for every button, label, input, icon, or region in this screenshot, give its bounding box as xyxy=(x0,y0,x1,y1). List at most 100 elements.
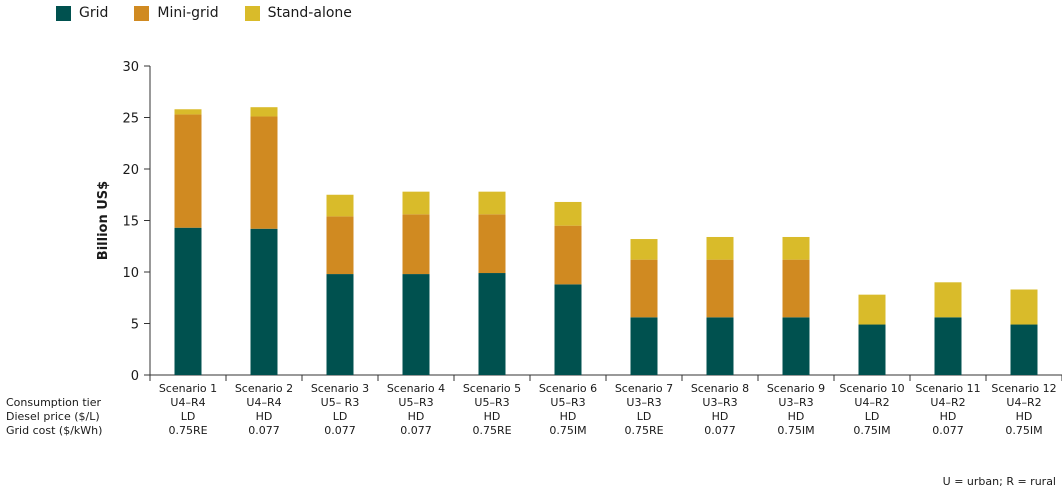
x-tick-label: Scenario 6 xyxy=(539,382,597,395)
diesel-price-label: LD xyxy=(181,410,196,423)
y-axis-title: Billion US$ xyxy=(96,181,111,260)
grid-cost-label: 0.75RE xyxy=(472,424,511,437)
x-tick-label: Scenario 8 xyxy=(691,382,749,395)
x-tick-label: Scenario 7 xyxy=(615,382,673,395)
y-tick-label: 15 xyxy=(122,215,139,230)
legend-label-mini-grid: Mini-grid xyxy=(157,5,219,21)
legend: Grid Mini-grid Stand-alone xyxy=(56,5,352,21)
bar-mini-grid xyxy=(174,114,202,228)
bar-grid xyxy=(1010,324,1038,375)
legend-swatch-grid xyxy=(56,5,71,21)
bar-mini-grid xyxy=(478,214,506,274)
x-tick-label: Scenario 10 xyxy=(839,382,904,395)
bar-grid xyxy=(706,317,734,375)
y-tick-label: 10 xyxy=(122,266,139,281)
legend-swatch-stand-alone xyxy=(244,5,260,21)
legend-item-stand-alone: Stand-alone xyxy=(244,5,352,21)
bar-grid xyxy=(782,317,810,375)
row-label-consumption-tier: Consumption tier xyxy=(6,396,101,409)
bar-grid xyxy=(858,324,886,375)
x-tick-label: Scenario 2 xyxy=(235,382,293,395)
diesel-price-label: HD xyxy=(408,410,425,423)
bar-stand-alone xyxy=(858,294,886,325)
y-tick-label: 20 xyxy=(122,163,139,178)
bar-mini-grid xyxy=(250,116,278,229)
grid-cost-label: 0.75IM xyxy=(549,424,586,437)
grid-cost-label: 0.077 xyxy=(704,424,736,437)
diesel-price-label: HD xyxy=(712,410,729,423)
x-tick-label: Scenario 1 xyxy=(159,382,217,395)
bar-mini-grid xyxy=(782,259,810,318)
diesel-price-label: LD xyxy=(637,410,652,423)
bar-mini-grid xyxy=(402,214,430,275)
consumption-tier-label: U3–R3 xyxy=(702,396,737,409)
bar-mini-grid xyxy=(554,225,582,285)
y-tick-label: 5 xyxy=(131,318,139,333)
bar-grid xyxy=(478,273,506,375)
diesel-price-label: LD xyxy=(333,410,348,423)
bar-stand-alone xyxy=(174,109,202,115)
consumption-tier-label: U3–R3 xyxy=(626,396,661,409)
row-label-grid-cost: Grid cost ($/kWh) xyxy=(6,424,102,437)
legend-swatch-mini-grid xyxy=(134,5,150,21)
grid-cost-label: 0.75IM xyxy=(777,424,814,437)
consumption-tier-label: U5–R3 xyxy=(398,396,433,409)
bar-grid xyxy=(326,274,354,375)
legend-label-stand-alone: Stand-alone xyxy=(267,5,352,21)
bar-stand-alone xyxy=(478,191,506,215)
x-tick-label: Scenario 12 xyxy=(991,382,1056,395)
diesel-price-label: LD xyxy=(865,410,880,423)
grid-cost-label: 0.077 xyxy=(932,424,964,437)
grid-cost-label: 0.077 xyxy=(248,424,280,437)
footnote: U = urban; R = rural xyxy=(942,475,1056,488)
diesel-price-label: HD xyxy=(940,410,957,423)
bar-grid xyxy=(630,317,658,375)
consumption-tier-label: U5–R3 xyxy=(550,396,585,409)
bar-stand-alone xyxy=(402,191,430,215)
y-tick-label: 0 xyxy=(131,369,139,384)
bar-stand-alone xyxy=(706,236,734,260)
bar-stand-alone xyxy=(326,194,354,217)
diesel-price-label: HD xyxy=(788,410,805,423)
diesel-price-label: HD xyxy=(484,410,501,423)
grid-cost-label: 0.75RE xyxy=(168,424,207,437)
legend-item-grid: Grid xyxy=(56,5,108,21)
bar-grid xyxy=(402,274,430,375)
diesel-price-label: HD xyxy=(256,410,273,423)
bar-stand-alone xyxy=(934,282,962,318)
y-tick-label: 30 xyxy=(122,60,139,75)
bar-mini-grid xyxy=(706,259,734,318)
bar-stand-alone xyxy=(782,236,810,260)
x-tick-label: Scenario 3 xyxy=(311,382,369,395)
grid-cost-label: 0.077 xyxy=(324,424,356,437)
bar-stand-alone xyxy=(554,201,582,226)
grid-cost-label: 0.75RE xyxy=(624,424,663,437)
diesel-price-label: HD xyxy=(1016,410,1033,423)
grid-cost-label: 0.75IM xyxy=(853,424,890,437)
bar-grid xyxy=(250,228,278,375)
consumption-tier-label: U4–R4 xyxy=(170,396,205,409)
consumption-tier-label: U5–R3 xyxy=(474,396,509,409)
grid-cost-label: 0.077 xyxy=(400,424,432,437)
bar-mini-grid xyxy=(630,259,658,318)
bar-stand-alone xyxy=(250,107,278,117)
x-tick-label: Scenario 5 xyxy=(463,382,521,395)
consumption-tier-label: U3–R3 xyxy=(778,396,813,409)
x-tick-label: Scenario 4 xyxy=(387,382,445,395)
row-label-diesel-price: Diesel price ($/L) xyxy=(6,410,100,423)
bar-stand-alone xyxy=(630,239,658,260)
grid-cost-label: 0.75IM xyxy=(1005,424,1042,437)
legend-label-grid: Grid xyxy=(79,5,109,21)
consumption-tier-label: U4–R2 xyxy=(1006,396,1041,409)
x-tick-label: Scenario 11 xyxy=(915,382,980,395)
x-tick-label: Scenario 9 xyxy=(767,382,825,395)
bar-mini-grid xyxy=(326,216,354,275)
consumption-tier-label: U4–R2 xyxy=(854,396,889,409)
bar-grid xyxy=(174,227,202,375)
consumption-tier-label: U5– R3 xyxy=(321,396,360,409)
bar-stand-alone xyxy=(1010,289,1038,325)
diesel-price-label: HD xyxy=(560,410,577,423)
consumption-tier-label: U4–R4 xyxy=(246,396,281,409)
bar-grid xyxy=(554,284,582,375)
